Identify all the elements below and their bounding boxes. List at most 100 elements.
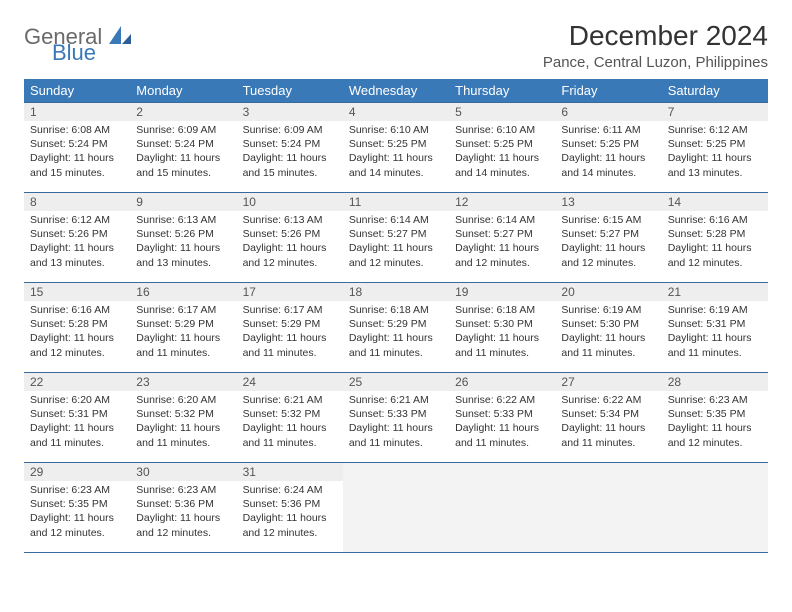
calendar-day-cell: 26Sunrise: 6:22 AMSunset: 5:33 PMDayligh…: [449, 373, 555, 463]
calendar-day-cell: 13Sunrise: 6:15 AMSunset: 5:27 PMDayligh…: [555, 193, 661, 283]
day-number: 16: [130, 283, 236, 301]
day-details: Sunrise: 6:24 AMSunset: 5:36 PMDaylight:…: [237, 481, 343, 546]
calendar-day-cell: 22Sunrise: 6:20 AMSunset: 5:31 PMDayligh…: [24, 373, 130, 463]
day-number: 26: [449, 373, 555, 391]
calendar-day-cell: 23Sunrise: 6:20 AMSunset: 5:32 PMDayligh…: [130, 373, 236, 463]
location-text: Pance, Central Luzon, Philippines: [543, 54, 768, 71]
calendar-week-row: 15Sunrise: 6:16 AMSunset: 5:28 PMDayligh…: [24, 283, 768, 373]
day-number: 30: [130, 463, 236, 481]
weekday-header: Sunday: [24, 79, 130, 103]
day-number: 28: [662, 373, 768, 391]
day-details: Sunrise: 6:16 AMSunset: 5:28 PMDaylight:…: [24, 301, 130, 366]
day-details: Sunrise: 6:22 AMSunset: 5:33 PMDaylight:…: [449, 391, 555, 456]
calendar-day-cell: 14Sunrise: 6:16 AMSunset: 5:28 PMDayligh…: [662, 193, 768, 283]
calendar-day-cell: 30Sunrise: 6:23 AMSunset: 5:36 PMDayligh…: [130, 463, 236, 553]
day-details: Sunrise: 6:11 AMSunset: 5:25 PMDaylight:…: [555, 121, 661, 186]
day-details: Sunrise: 6:23 AMSunset: 5:35 PMDaylight:…: [24, 481, 130, 546]
day-number: 9: [130, 193, 236, 211]
day-details: Sunrise: 6:20 AMSunset: 5:32 PMDaylight:…: [130, 391, 236, 456]
calendar-day-cell: 5Sunrise: 6:10 AMSunset: 5:25 PMDaylight…: [449, 103, 555, 193]
calendar-header-row: SundayMondayTuesdayWednesdayThursdayFrid…: [24, 79, 768, 103]
calendar-day-cell: 25Sunrise: 6:21 AMSunset: 5:33 PMDayligh…: [343, 373, 449, 463]
title-block: December 2024 Pance, Central Luzon, Phil…: [543, 20, 768, 71]
day-details: Sunrise: 6:08 AMSunset: 5:24 PMDaylight:…: [24, 121, 130, 186]
day-details: Sunrise: 6:20 AMSunset: 5:31 PMDaylight:…: [24, 391, 130, 456]
day-number: 23: [130, 373, 236, 391]
day-number: 4: [343, 103, 449, 121]
day-number: 11: [343, 193, 449, 211]
day-details: Sunrise: 6:13 AMSunset: 5:26 PMDaylight:…: [130, 211, 236, 276]
day-number: 18: [343, 283, 449, 301]
day-number: 25: [343, 373, 449, 391]
day-details: Sunrise: 6:18 AMSunset: 5:30 PMDaylight:…: [449, 301, 555, 366]
day-details: Sunrise: 6:12 AMSunset: 5:25 PMDaylight:…: [662, 121, 768, 186]
calendar-day-cell: 20Sunrise: 6:19 AMSunset: 5:30 PMDayligh…: [555, 283, 661, 373]
day-number: 29: [24, 463, 130, 481]
calendar-empty-cell: [343, 463, 449, 553]
calendar-day-cell: 11Sunrise: 6:14 AMSunset: 5:27 PMDayligh…: [343, 193, 449, 283]
day-number: 20: [555, 283, 661, 301]
day-details: Sunrise: 6:12 AMSunset: 5:26 PMDaylight:…: [24, 211, 130, 276]
calendar-day-cell: 21Sunrise: 6:19 AMSunset: 5:31 PMDayligh…: [662, 283, 768, 373]
weekday-header: Monday: [130, 79, 236, 103]
calendar-day-cell: 9Sunrise: 6:13 AMSunset: 5:26 PMDaylight…: [130, 193, 236, 283]
day-number: 3: [237, 103, 343, 121]
day-details: Sunrise: 6:09 AMSunset: 5:24 PMDaylight:…: [130, 121, 236, 186]
day-details: Sunrise: 6:13 AMSunset: 5:26 PMDaylight:…: [237, 211, 343, 276]
calendar-day-cell: 3Sunrise: 6:09 AMSunset: 5:24 PMDaylight…: [237, 103, 343, 193]
day-details: Sunrise: 6:17 AMSunset: 5:29 PMDaylight:…: [130, 301, 236, 366]
calendar-day-cell: 19Sunrise: 6:18 AMSunset: 5:30 PMDayligh…: [449, 283, 555, 373]
day-number: 31: [237, 463, 343, 481]
day-number: 27: [555, 373, 661, 391]
day-details: Sunrise: 6:22 AMSunset: 5:34 PMDaylight:…: [555, 391, 661, 456]
calendar-empty-cell: [449, 463, 555, 553]
weekday-header: Friday: [555, 79, 661, 103]
calendar-day-cell: 7Sunrise: 6:12 AMSunset: 5:25 PMDaylight…: [662, 103, 768, 193]
day-details: Sunrise: 6:10 AMSunset: 5:25 PMDaylight:…: [343, 121, 449, 186]
month-title: December 2024: [543, 20, 768, 52]
calendar-table: SundayMondayTuesdayWednesdayThursdayFrid…: [24, 79, 768, 553]
day-number: 14: [662, 193, 768, 211]
weekday-header: Saturday: [662, 79, 768, 103]
day-number: 21: [662, 283, 768, 301]
day-number: 6: [555, 103, 661, 121]
day-details: Sunrise: 6:15 AMSunset: 5:27 PMDaylight:…: [555, 211, 661, 276]
weekday-header: Thursday: [449, 79, 555, 103]
day-details: Sunrise: 6:16 AMSunset: 5:28 PMDaylight:…: [662, 211, 768, 276]
calendar-day-cell: 10Sunrise: 6:13 AMSunset: 5:26 PMDayligh…: [237, 193, 343, 283]
day-details: Sunrise: 6:10 AMSunset: 5:25 PMDaylight:…: [449, 121, 555, 186]
day-details: Sunrise: 6:23 AMSunset: 5:35 PMDaylight:…: [662, 391, 768, 456]
day-number: 13: [555, 193, 661, 211]
calendar-day-cell: 27Sunrise: 6:22 AMSunset: 5:34 PMDayligh…: [555, 373, 661, 463]
day-details: Sunrise: 6:19 AMSunset: 5:30 PMDaylight:…: [555, 301, 661, 366]
calendar-day-cell: 2Sunrise: 6:09 AMSunset: 5:24 PMDaylight…: [130, 103, 236, 193]
calendar-week-row: 8Sunrise: 6:12 AMSunset: 5:26 PMDaylight…: [24, 193, 768, 283]
calendar-week-row: 29Sunrise: 6:23 AMSunset: 5:35 PMDayligh…: [24, 463, 768, 553]
day-number: 10: [237, 193, 343, 211]
calendar-day-cell: 16Sunrise: 6:17 AMSunset: 5:29 PMDayligh…: [130, 283, 236, 373]
calendar-week-row: 22Sunrise: 6:20 AMSunset: 5:31 PMDayligh…: [24, 373, 768, 463]
calendar-day-cell: 31Sunrise: 6:24 AMSunset: 5:36 PMDayligh…: [237, 463, 343, 553]
logo: General Blue: [24, 26, 131, 64]
calendar-day-cell: 6Sunrise: 6:11 AMSunset: 5:25 PMDaylight…: [555, 103, 661, 193]
calendar-day-cell: 12Sunrise: 6:14 AMSunset: 5:27 PMDayligh…: [449, 193, 555, 283]
calendar-day-cell: 24Sunrise: 6:21 AMSunset: 5:32 PMDayligh…: [237, 373, 343, 463]
day-number: 2: [130, 103, 236, 121]
day-number: 1: [24, 103, 130, 121]
day-number: 7: [662, 103, 768, 121]
day-details: Sunrise: 6:23 AMSunset: 5:36 PMDaylight:…: [130, 481, 236, 546]
day-number: 12: [449, 193, 555, 211]
calendar-empty-cell: [662, 463, 768, 553]
calendar-day-cell: 1Sunrise: 6:08 AMSunset: 5:24 PMDaylight…: [24, 103, 130, 193]
calendar-day-cell: 15Sunrise: 6:16 AMSunset: 5:28 PMDayligh…: [24, 283, 130, 373]
day-details: Sunrise: 6:17 AMSunset: 5:29 PMDaylight:…: [237, 301, 343, 366]
day-details: Sunrise: 6:18 AMSunset: 5:29 PMDaylight:…: [343, 301, 449, 366]
calendar-day-cell: 29Sunrise: 6:23 AMSunset: 5:35 PMDayligh…: [24, 463, 130, 553]
calendar-empty-cell: [555, 463, 661, 553]
calendar-day-cell: 4Sunrise: 6:10 AMSunset: 5:25 PMDaylight…: [343, 103, 449, 193]
day-details: Sunrise: 6:21 AMSunset: 5:33 PMDaylight:…: [343, 391, 449, 456]
weekday-header: Tuesday: [237, 79, 343, 103]
calendar-day-cell: 17Sunrise: 6:17 AMSunset: 5:29 PMDayligh…: [237, 283, 343, 373]
day-details: Sunrise: 6:14 AMSunset: 5:27 PMDaylight:…: [343, 211, 449, 276]
day-details: Sunrise: 6:09 AMSunset: 5:24 PMDaylight:…: [237, 121, 343, 186]
